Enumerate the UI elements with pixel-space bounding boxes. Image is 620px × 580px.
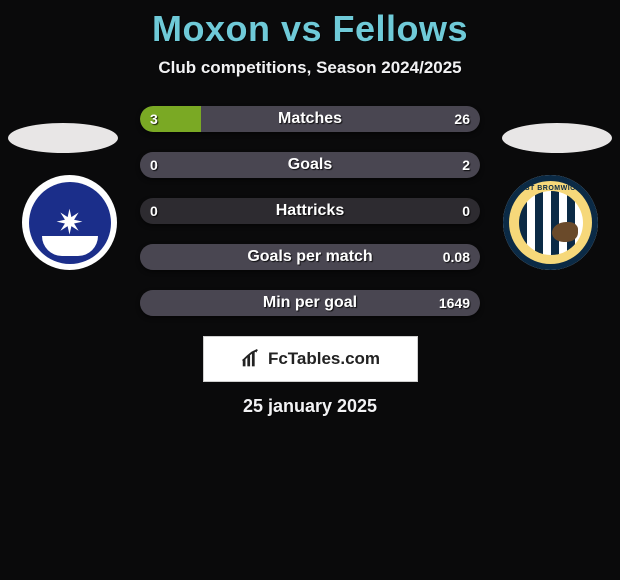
stat-bar: 00Hattricks [140,198,480,224]
comparison-date: 25 january 2025 [0,396,620,417]
player-right-photo-placeholder [502,123,612,153]
player-right-club-badge: EST BROMWICH [503,175,598,270]
stat-bar: 02Goals [140,152,480,178]
stat-label: Hattricks [140,198,480,224]
stat-label: Goals per match [140,244,480,270]
player-left-club-badge: ✷ [22,175,117,270]
page-title: Moxon vs Fellows [0,8,620,50]
stat-bar: 1649Min per goal [140,290,480,316]
stat-label: Goals [140,152,480,178]
stat-bars: 326Matches 02Goals 00Hattricks 0.08Goals pe… [140,106,480,316]
stat-label: Min per goal [140,290,480,316]
page-subtitle: Club competitions, Season 2024/2025 [0,58,620,78]
player-left-photo-placeholder [8,123,118,153]
branding-box[interactable]: FcTables.com [203,336,418,382]
portsmouth-crest-icon: ✷ [22,175,117,270]
stat-bar: 326Matches [140,106,480,132]
comparison-card: Moxon vs Fellows Club competitions, Seas… [0,0,620,417]
chart-icon [240,348,262,370]
wba-crest-icon: EST BROMWICH [503,175,598,270]
stat-label: Matches [140,106,480,132]
branding-text: FcTables.com [268,349,380,369]
stat-bar: 0.08Goals per match [140,244,480,270]
